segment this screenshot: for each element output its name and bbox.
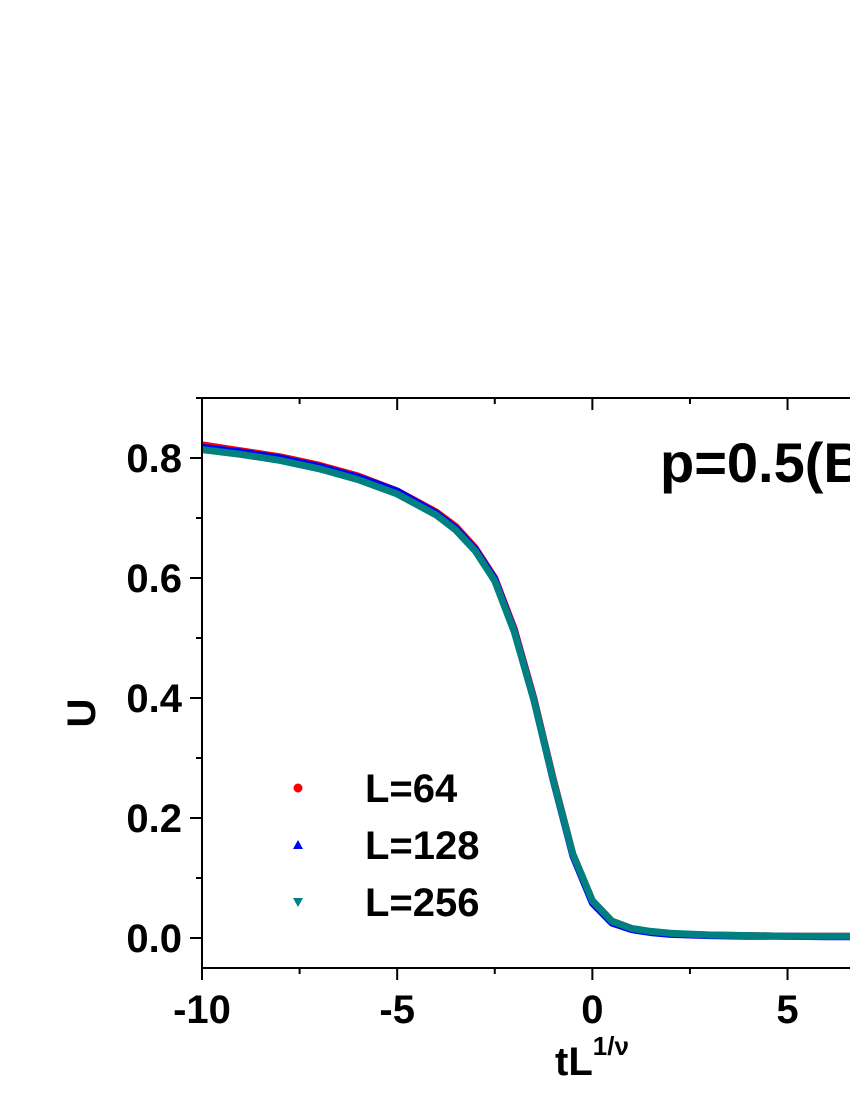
x-tick-label: -5 (379, 988, 415, 1032)
series-line-l-128 (202, 443, 850, 941)
x-axis-title-base: tL (555, 1040, 593, 1084)
x-tick-label: 0 (581, 988, 603, 1032)
legend-label-l-128: L=128 (365, 824, 480, 868)
legend-marker-l-64 (293, 783, 303, 793)
plot-annotation: p=0.5(B (660, 431, 850, 494)
y-tick-label: 0.2 (126, 797, 182, 841)
x-axis-title-superscript: 1/ν (593, 1031, 629, 1061)
legend-marker-l-128 (293, 840, 303, 849)
y-tick-label: 0.6 (126, 557, 182, 601)
y-tick-label: 0.4 (126, 677, 182, 721)
series-line-l-256 (202, 446, 850, 940)
series-layer (202, 441, 850, 941)
y-tick-label: 0.8 (126, 437, 182, 481)
y-tick-label: 0.0 (126, 917, 182, 961)
y-axis-title: U (60, 699, 104, 728)
axes-layer: -10 -5 0 5 0.0 0.2 0.4 0.6 0.8 (126, 397, 850, 1032)
plot-series-group (202, 441, 850, 941)
labels-layer: p=0.5(B U tL1/ν (60, 431, 850, 1084)
legend-marker-l-256 (293, 898, 303, 907)
x-tick-label: -10 (173, 988, 231, 1032)
legend-label-l-256: L=256 (365, 881, 480, 925)
x-axis-title: tL1/ν (555, 1031, 629, 1084)
legend-label-l-64: L=64 (365, 767, 458, 811)
series-line-l-64 (202, 441, 850, 940)
x-tick-label: 5 (776, 988, 798, 1032)
legend: L=64 L=128 L=256 (293, 767, 480, 925)
